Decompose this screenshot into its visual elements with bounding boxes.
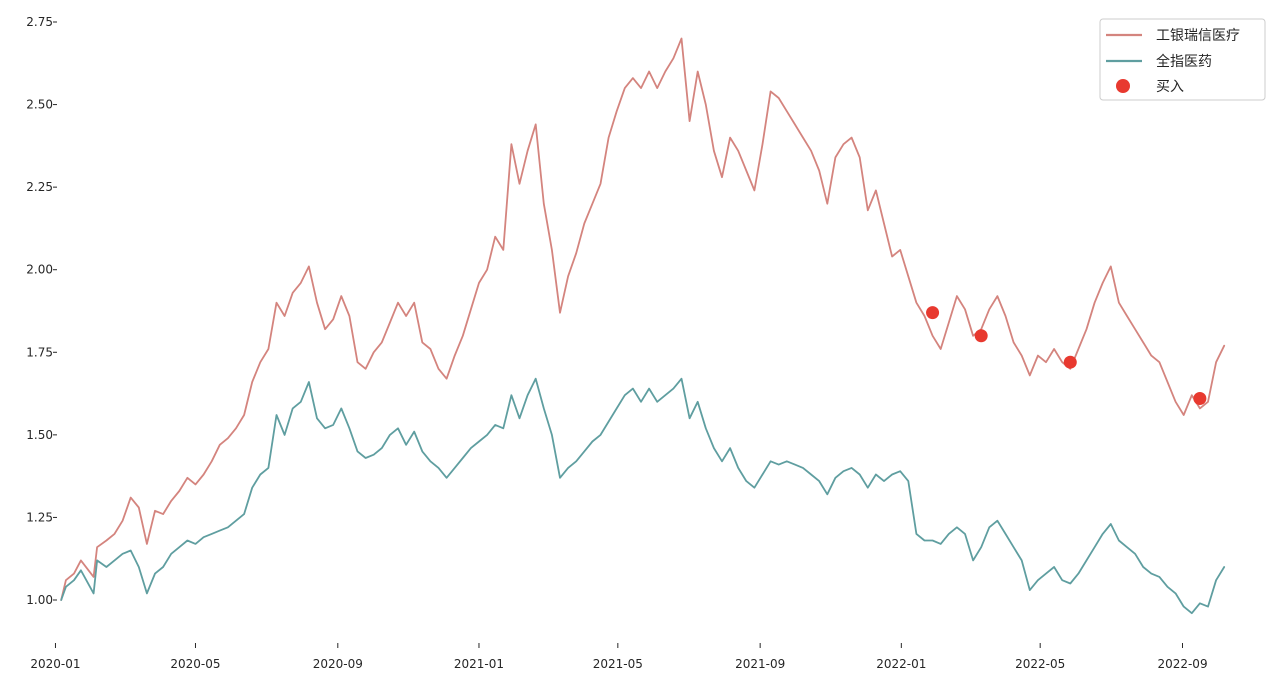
series-line-0 xyxy=(60,37,1226,601)
y-tick-label-3: 1.75 xyxy=(26,345,53,359)
x-tick-label-2: 2020-09 xyxy=(313,657,363,671)
y-tick-label-0: 1.00 xyxy=(26,593,53,607)
legend-label-series-1: 全指医药 xyxy=(1156,53,1212,70)
y-tick-label-2: 1.50 xyxy=(26,428,53,442)
x-tick-label-1: 2020-05 xyxy=(170,657,220,671)
x-tick-label-4: 2021-05 xyxy=(593,657,643,671)
y-tick-label-7: 2.75 xyxy=(26,15,53,29)
legend-box xyxy=(1099,18,1266,101)
legend-label-series-0: 工银瑞信医疗 xyxy=(1156,28,1240,44)
x-tick-label-6: 2022-01 xyxy=(876,657,926,671)
series-layer xyxy=(60,37,1226,615)
y-tick-label-1: 1.25 xyxy=(26,510,53,524)
y-tick-label-5: 2.25 xyxy=(26,180,53,194)
x-tick-label-5: 2021-09 xyxy=(735,657,785,671)
legend: 工银瑞信医疗 全指医药 买入 xyxy=(1099,18,1266,101)
buy-marker-0 xyxy=(926,306,940,320)
x-tick-label-0: 2020-01 xyxy=(30,657,80,671)
buy-marker-3 xyxy=(1193,392,1207,406)
buy-marker-2 xyxy=(1063,355,1077,369)
x-tick-label-8: 2022-09 xyxy=(1157,657,1207,671)
buy-marker-1 xyxy=(974,329,988,343)
marker-layer xyxy=(926,306,1207,406)
y-axis: 1.00 1.25 1.50 1.75 2.00 2.25 2.50 2.75 xyxy=(26,15,57,607)
y-tick-label-4: 2.00 xyxy=(26,263,53,277)
legend-label-markers: 买入 xyxy=(1156,79,1184,95)
series-line-1 xyxy=(60,377,1226,615)
legend-swatch-markers xyxy=(1116,79,1130,93)
x-tick-label-7: 2022-05 xyxy=(1015,657,1065,671)
x-tick-label-3: 2021-01 xyxy=(454,657,504,671)
x-axis: 2020-01 2020-05 2020-09 2021-01 2021-05 2021-… xyxy=(30,643,1208,671)
y-tick-label-6: 2.50 xyxy=(26,98,53,112)
